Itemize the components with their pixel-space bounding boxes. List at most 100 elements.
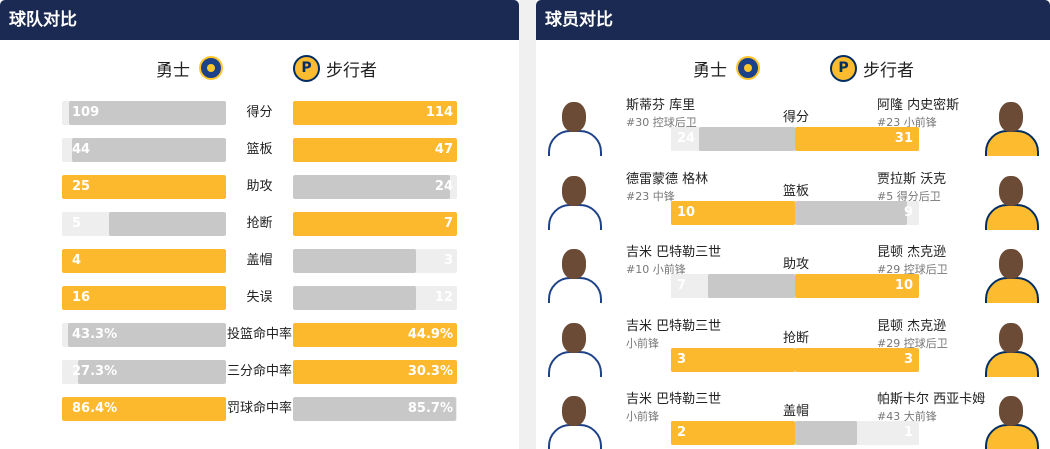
away-stat-value: 47 bbox=[434, 142, 453, 157]
home-player-name[interactable]: 吉米 巴特勒三世 bbox=[626, 245, 722, 260]
stat-label: 三分命中率 bbox=[226, 364, 292, 379]
away-stat-fill bbox=[293, 397, 456, 421]
home-stat-bar: 109 bbox=[62, 101, 226, 125]
away-player-name[interactable]: 阿隆 内史密斯 bbox=[877, 98, 960, 113]
away-player-avatar[interactable] bbox=[981, 321, 1043, 377]
home-stat-bar: 86.4% bbox=[62, 397, 226, 421]
home-player-bar: 2 bbox=[671, 421, 795, 445]
away-player-avatar[interactable] bbox=[981, 394, 1043, 449]
away-stat-fill bbox=[293, 360, 457, 384]
pacers-logo-icon: P bbox=[293, 54, 320, 82]
away-stat-bar: 47 bbox=[293, 138, 457, 162]
away-player-position: #5 得分后卫 bbox=[877, 190, 941, 203]
home-player-fill bbox=[708, 274, 795, 298]
player-row: 吉米 巴特勒三世 小前锋 盖帽 帕斯卡尔 西亚卡姆 #43 大前锋 2 1 bbox=[536, 388, 1050, 449]
away-player-bar: 31 bbox=[795, 127, 919, 151]
home-stat-value: 27.3% bbox=[72, 364, 118, 379]
away-player-position: #29 控球后卫 bbox=[877, 263, 948, 276]
away-player-name[interactable]: 昆顿 杰克逊 bbox=[877, 319, 947, 334]
away-stat-bar: 12 bbox=[293, 286, 457, 310]
player-row: 吉米 巴特勒三世 #10 小前锋 助攻 昆顿 杰克逊 #29 控球后卫 7 10 bbox=[536, 241, 1050, 314]
player-row: 德雷蒙德 格林 #23 中锋 篮板 贾拉斯 沃克 #5 得分后卫 10 9 bbox=[536, 168, 1050, 241]
home-player-fill bbox=[671, 201, 795, 225]
home-stat-value: 43.3% bbox=[72, 327, 118, 342]
away-stat-fill bbox=[293, 323, 457, 347]
home-stat-bar: 16 bbox=[62, 286, 226, 310]
away-player-value: 9 bbox=[903, 205, 913, 220]
away-player-fill bbox=[795, 201, 907, 225]
away-player-fill bbox=[795, 274, 919, 298]
player-panel-title: 球员对比 bbox=[536, 0, 1050, 40]
away-player-bar: 1 bbox=[795, 421, 919, 445]
player-comparison-panel: 球员对比 勇士 P 步行者 斯蒂芬 库里 #30 控球后卫 得分 阿隆 内史密斯 #23… bbox=[536, 0, 1050, 449]
team-stat-row: 16 失误 12 bbox=[0, 286, 519, 310]
stat-label: 罚球命中率 bbox=[226, 401, 292, 416]
away-stat-bar: 114 bbox=[293, 101, 457, 125]
away-player-name[interactable]: 贾拉斯 沃克 bbox=[877, 172, 947, 187]
player-row: 斯蒂芬 库里 #30 控球后卫 得分 阿隆 内史密斯 #23 小前锋 24 31 bbox=[536, 94, 1050, 167]
home-player-name[interactable]: 吉米 巴特勒三世 bbox=[626, 319, 722, 334]
away-player-position: #23 小前锋 bbox=[877, 116, 937, 129]
away-player-value: 3 bbox=[903, 352, 913, 367]
home-stat-fill bbox=[109, 212, 226, 236]
away-player-avatar[interactable] bbox=[981, 247, 1043, 303]
home-stat-value: 4 bbox=[72, 253, 82, 268]
team-comparison-panel: 球队对比 勇士 P 步行者 109 得分 114 44 篮板 47 25 助攻 24 5 抢断 7 4 盖… bbox=[0, 0, 519, 449]
home-stat-value: 109 bbox=[72, 105, 100, 120]
home-player-position: 小前锋 bbox=[626, 410, 659, 423]
away-stat-fill bbox=[293, 175, 450, 199]
away-player-bar: 3 bbox=[795, 348, 919, 372]
stat-label: 抢断 bbox=[246, 216, 273, 231]
away-stat-fill bbox=[293, 286, 416, 310]
player-stat-label: 盖帽 bbox=[782, 404, 809, 419]
home-stat-bar: 44 bbox=[62, 138, 226, 162]
home-stat-fill bbox=[72, 138, 226, 162]
team-panel-title: 球队对比 bbox=[0, 0, 519, 40]
home-player-name[interactable]: 吉米 巴特勒三世 bbox=[626, 392, 722, 407]
away-team-name: 步行者 bbox=[326, 60, 377, 81]
away-player-fill bbox=[795, 127, 919, 151]
away-player-avatar[interactable] bbox=[981, 174, 1043, 230]
home-player-avatar[interactable] bbox=[544, 394, 606, 449]
stat-label: 盖帽 bbox=[246, 253, 273, 268]
away-stat-fill bbox=[293, 212, 457, 236]
stat-label: 失误 bbox=[246, 290, 273, 305]
home-team-name: 勇士 bbox=[693, 60, 727, 81]
home-stat-fill bbox=[62, 397, 226, 421]
away-stat-value: 7 bbox=[443, 216, 453, 231]
warriors-logo-icon bbox=[736, 56, 760, 80]
home-stat-value: 16 bbox=[72, 290, 91, 305]
away-stat-value: 24 bbox=[434, 179, 453, 194]
home-stat-bar: 27.3% bbox=[62, 360, 226, 384]
away-player-value: 31 bbox=[894, 131, 913, 146]
stat-label: 篮板 bbox=[246, 142, 273, 157]
home-player-avatar[interactable] bbox=[544, 247, 606, 303]
away-player-name[interactable]: 帕斯卡尔 西亚卡姆 bbox=[877, 392, 986, 407]
away-stat-bar: 7 bbox=[293, 212, 457, 236]
player-stat-label: 抢断 bbox=[782, 331, 809, 346]
home-player-avatar[interactable] bbox=[544, 100, 606, 156]
team-stat-row: 43.3% 投篮命中率 44.9% bbox=[0, 323, 519, 347]
away-stat-value: 114 bbox=[425, 105, 453, 120]
away-stat-bar: 3 bbox=[293, 249, 457, 273]
away-player-avatar[interactable] bbox=[981, 100, 1043, 156]
home-player-avatar[interactable] bbox=[544, 321, 606, 377]
away-stat-bar: 44.9% bbox=[293, 323, 457, 347]
away-stat-value: 12 bbox=[434, 290, 453, 305]
home-player-value: 7 bbox=[677, 278, 687, 293]
home-stat-fill bbox=[62, 286, 226, 310]
home-player-name[interactable]: 德雷蒙德 格林 bbox=[626, 172, 709, 187]
home-stat-value: 25 bbox=[72, 179, 91, 194]
home-player-name[interactable]: 斯蒂芬 库里 bbox=[626, 98, 696, 113]
player-panel-home-header: 勇士 bbox=[693, 52, 760, 84]
home-player-fill bbox=[671, 421, 795, 445]
home-player-position: #23 中锋 bbox=[626, 190, 675, 203]
home-player-position: #30 控球后卫 bbox=[626, 116, 697, 129]
home-stat-fill bbox=[62, 175, 226, 199]
home-stat-value: 5 bbox=[72, 216, 82, 231]
away-player-bar: 9 bbox=[795, 201, 919, 225]
team-stat-row: 5 抢断 7 bbox=[0, 212, 519, 236]
home-player-avatar[interactable] bbox=[544, 174, 606, 230]
home-stat-bar: 4 bbox=[62, 249, 226, 273]
away-player-name[interactable]: 昆顿 杰克逊 bbox=[877, 245, 947, 260]
